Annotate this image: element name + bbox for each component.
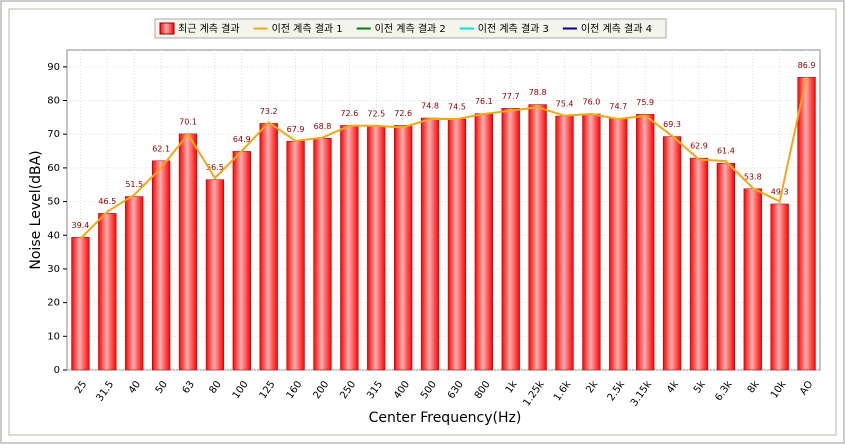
y-tick-label: 40 bbox=[47, 230, 60, 241]
value-label: 74.5 bbox=[448, 103, 466, 112]
bar bbox=[232, 151, 251, 371]
legend-label: 이전 계측 결과 3 bbox=[478, 23, 549, 35]
bar bbox=[501, 108, 520, 371]
value-label: 78.8 bbox=[529, 88, 547, 97]
value-label: 56.5 bbox=[206, 163, 224, 172]
value-label: 68.8 bbox=[314, 122, 332, 131]
value-label: 61.4 bbox=[717, 147, 735, 156]
value-label: 74.8 bbox=[421, 102, 439, 111]
bar bbox=[340, 125, 359, 371]
value-label: 49.3 bbox=[771, 187, 789, 196]
bar bbox=[797, 77, 816, 371]
bar bbox=[770, 203, 789, 371]
y-tick-label: 50 bbox=[47, 197, 60, 208]
inner-frame bbox=[8, 8, 837, 436]
legend-box bbox=[154, 18, 667, 39]
bar bbox=[609, 118, 628, 371]
value-label: 76.0 bbox=[583, 98, 601, 107]
y-tick-label: 90 bbox=[47, 62, 60, 73]
legend-label: 이전 계측 결과 1 bbox=[272, 23, 343, 35]
value-label: 64.9 bbox=[233, 135, 251, 144]
value-label: 75.4 bbox=[556, 100, 574, 109]
y-tick-label: 60 bbox=[47, 163, 60, 174]
y-tick-label: 10 bbox=[47, 331, 60, 342]
x-axis-title: Center Frequency(Hz) bbox=[369, 410, 522, 426]
y-tick-label: 80 bbox=[47, 96, 60, 107]
value-label: 69.3 bbox=[663, 120, 681, 129]
y-tick-label: 30 bbox=[47, 264, 60, 275]
bar bbox=[259, 123, 278, 371]
value-label: 62.9 bbox=[690, 142, 708, 151]
value-label: 74.7 bbox=[609, 102, 627, 111]
value-label: 39.4 bbox=[72, 221, 90, 230]
value-label: 76.1 bbox=[475, 97, 493, 106]
bar bbox=[286, 141, 305, 371]
value-label: 62.1 bbox=[152, 144, 170, 153]
bar bbox=[367, 125, 386, 371]
value-label: 46.5 bbox=[98, 197, 116, 206]
legend-label: 이전 계측 결과 4 bbox=[581, 23, 652, 35]
bar bbox=[178, 133, 198, 371]
line bbox=[79, 76, 808, 240]
bar bbox=[743, 188, 762, 371]
bar bbox=[98, 213, 117, 371]
value-label: 75.9 bbox=[636, 98, 654, 107]
bar bbox=[152, 160, 171, 371]
bar bbox=[689, 157, 709, 371]
bar bbox=[582, 113, 601, 371]
bar bbox=[125, 196, 144, 371]
bar bbox=[420, 117, 440, 371]
bar bbox=[71, 237, 90, 371]
bar bbox=[528, 104, 547, 371]
bar bbox=[555, 115, 574, 371]
y-tick-label: 20 bbox=[47, 298, 60, 309]
legend: 최근 계측 결과 이전 계측 결과 1 이전 계측 결과 2 이전 계측 결과 3 이전… bbox=[154, 18, 667, 39]
bar bbox=[716, 162, 735, 371]
value-label: 72.6 bbox=[340, 109, 358, 118]
value-label: 53.8 bbox=[744, 172, 762, 181]
value-label: 86.9 bbox=[798, 61, 816, 70]
value-label: 67.9 bbox=[287, 125, 305, 134]
value-label: 51.5 bbox=[125, 180, 143, 189]
value-label: 73.2 bbox=[260, 107, 278, 116]
bar bbox=[636, 114, 655, 371]
bar bbox=[447, 118, 467, 371]
value-label: 70.1 bbox=[179, 117, 197, 126]
bar bbox=[662, 136, 682, 371]
legend-label: 최근 계측 결과 bbox=[178, 23, 240, 35]
value-label: 72.6 bbox=[394, 109, 412, 118]
value-label: 77.7 bbox=[502, 92, 520, 101]
y-axis-title: Noise Level(dBA) bbox=[28, 150, 44, 269]
y-tick-label: 0 bbox=[54, 365, 60, 376]
value-label: 72.5 bbox=[367, 109, 385, 118]
y-tick-label: 70 bbox=[47, 129, 60, 140]
bar bbox=[394, 125, 413, 371]
legend-swatch bbox=[159, 22, 175, 35]
legend-label: 이전 계측 결과 2 bbox=[375, 23, 446, 35]
bar bbox=[474, 113, 493, 371]
bar bbox=[205, 179, 225, 371]
bar bbox=[313, 138, 332, 371]
